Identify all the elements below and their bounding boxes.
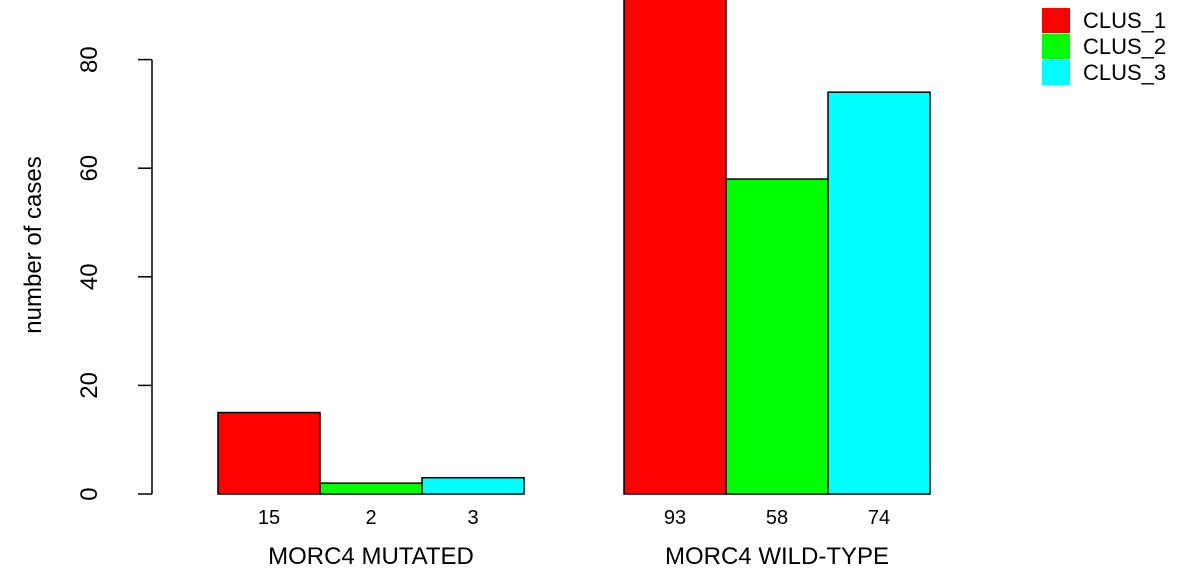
bar-value-label: 2 [365, 507, 376, 529]
bar-clus-1 [623, 0, 727, 495]
legend-label: CLUS_1 [1083, 8, 1166, 33]
group-label: MORC4 MUTATED [268, 543, 474, 570]
y-axis-label: number of cases [20, 156, 47, 333]
y-tick-label: 80 [76, 46, 103, 73]
bar-clus-3 [827, 91, 931, 495]
bars [217, 0, 931, 495]
bar-value-label: 15 [258, 507, 280, 529]
y-tick-label: 40 [76, 263, 103, 290]
y-tick-label: 60 [76, 155, 103, 182]
bar-value-label: 93 [664, 507, 686, 529]
legend-label: CLUS_3 [1083, 60, 1166, 85]
y-axis: 0 20 40 60 80 [76, 46, 153, 501]
group-labels: MORC4 MUTATED MORC4 WILD-TYPE [268, 543, 889, 570]
value-labels: 15 2 3 93 58 74 [258, 507, 890, 529]
legend-swatch [1042, 8, 1070, 33]
y-tick-label: 20 [76, 372, 103, 399]
bar-value-label: 58 [766, 507, 788, 529]
legend-label: CLUS_2 [1083, 34, 1166, 59]
bar-clus-3 [421, 476, 525, 495]
bar-clus-2 [725, 178, 829, 495]
bar-value-label: 74 [868, 507, 890, 529]
legend-swatch [1042, 60, 1070, 85]
legend-swatch [1042, 34, 1070, 59]
bar-clus-1 [217, 411, 321, 495]
bar-value-label: 3 [467, 507, 478, 529]
bar-clus-2 [319, 482, 423, 495]
y-tick-label: 0 [76, 487, 103, 500]
group-label: MORC4 WILD-TYPE [665, 543, 889, 570]
